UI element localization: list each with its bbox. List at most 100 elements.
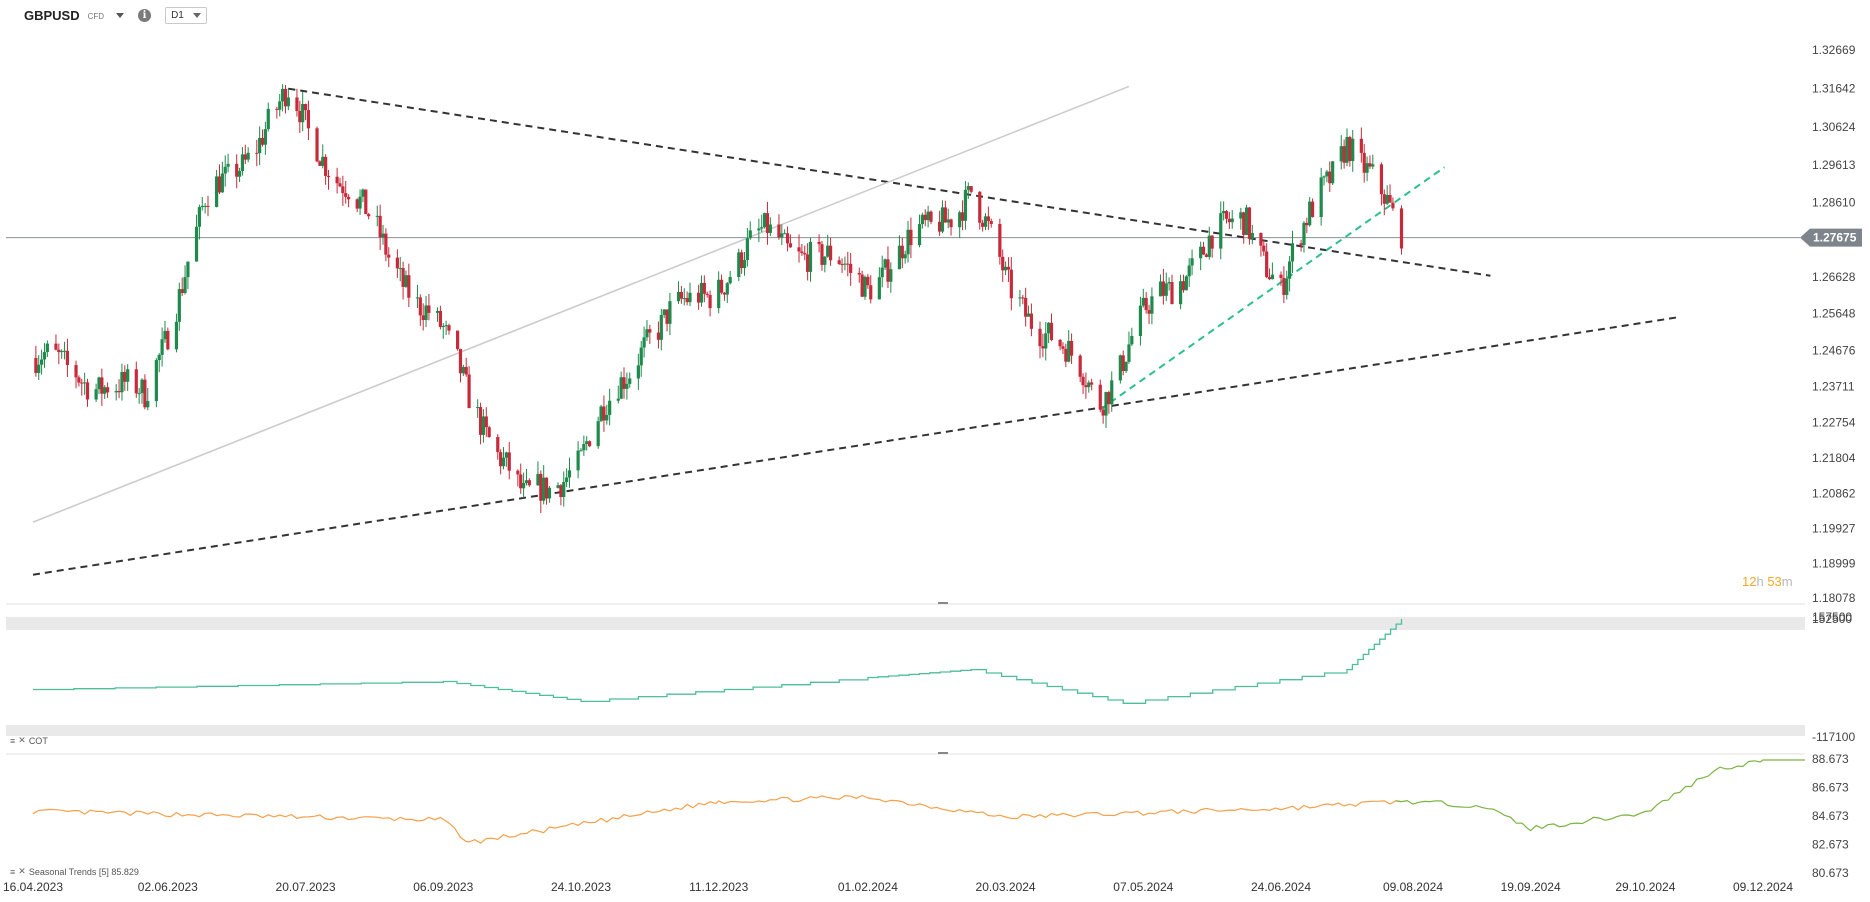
candle: [1098, 379, 1102, 413]
seasonal-axis-label: 88.673: [1812, 752, 1849, 766]
candle: [1322, 175, 1326, 186]
candle: [544, 477, 549, 505]
candle: [263, 121, 267, 155]
candle: [820, 241, 824, 271]
candle: [788, 234, 793, 248]
candle: [496, 434, 500, 460]
candle: [487, 425, 491, 438]
candle: [800, 243, 804, 256]
candle: [963, 181, 968, 230]
candle: [378, 204, 382, 250]
candle: [1359, 127, 1363, 163]
candle: [998, 218, 1002, 265]
candle: [1041, 333, 1045, 358]
candle: [565, 468, 569, 488]
time-axis-label: 16.04.2023: [3, 880, 63, 894]
symbol-dropdown-icon[interactable]: [116, 12, 125, 18]
menu-icon[interactable]: ≡: [10, 735, 16, 746]
trendline[interactable]: [1099, 166, 1446, 411]
time-axis-label: 20.03.2024: [976, 880, 1036, 894]
candle: [1305, 217, 1309, 234]
candle: [295, 88, 299, 117]
candle: [1038, 321, 1042, 359]
candle: [456, 330, 460, 351]
candle: [401, 261, 405, 300]
candle: [1290, 230, 1295, 273]
pane-resize-handle[interactable]: [938, 602, 948, 604]
candle: [742, 252, 747, 276]
candle: [438, 305, 442, 330]
timeframe-select[interactable]: D1: [165, 6, 208, 24]
seasonal-past-line: [32, 794, 1402, 844]
candle: [54, 334, 58, 351]
candle: [662, 308, 666, 319]
candle: [123, 365, 127, 391]
candle: [458, 348, 463, 383]
candle: [281, 84, 285, 112]
trendline[interactable]: [288, 87, 1491, 277]
candle: [1399, 205, 1404, 255]
candle: [45, 340, 49, 358]
candle: [748, 221, 752, 240]
candle: [197, 204, 202, 240]
candle: [857, 267, 861, 283]
candle: [77, 375, 81, 387]
time-axis-label: 06.09.2023: [413, 880, 473, 894]
pane-resize-handle[interactable]: [938, 752, 948, 754]
candle: [215, 169, 219, 208]
candle: [298, 100, 302, 134]
price-axis-label: 1.31642: [1812, 82, 1856, 96]
candle: [355, 198, 359, 213]
candle: [174, 313, 179, 353]
candle: [226, 153, 230, 173]
close-icon[interactable]: ✕: [18, 735, 26, 745]
symbol-name[interactable]: GBPUSD: [24, 7, 80, 23]
candle: [235, 154, 239, 189]
candle: [1391, 197, 1395, 211]
candle: [539, 470, 543, 514]
candle: [777, 214, 781, 240]
candle: [1302, 221, 1306, 253]
candle: [889, 262, 893, 293]
candle: [803, 245, 807, 261]
seasonal-axis: 88.673 86.673 84.673 82.673 80.673: [1812, 752, 1849, 880]
candle: [461, 364, 465, 377]
candle: [94, 383, 98, 403]
candle: [137, 387, 141, 404]
cot-axis-label: -117100: [1812, 730, 1855, 744]
candle: [1090, 378, 1094, 391]
seasonal-pane-label[interactable]: ≡ ✕ Seasonal Trends [5] 85.829: [10, 866, 139, 877]
candle: [1282, 266, 1286, 304]
candle: [157, 353, 161, 373]
price-axis-label: 1.23711: [1812, 379, 1855, 393]
menu-icon[interactable]: ≡: [10, 866, 16, 877]
candle: [860, 270, 864, 298]
trendlines[interactable]: [32, 85, 1678, 576]
candle: [283, 84, 288, 114]
candle: [929, 210, 933, 225]
candle: [817, 234, 821, 253]
candle: [1127, 331, 1131, 364]
candle: [126, 364, 130, 392]
candle: [642, 326, 646, 358]
candle: [499, 449, 503, 475]
info-icon[interactable]: i: [138, 8, 152, 22]
trendline[interactable]: [32, 85, 1130, 523]
candle: [966, 182, 970, 199]
close-icon[interactable]: ✕: [18, 866, 26, 876]
cot-pane-label[interactable]: ≡ ✕ COT: [10, 735, 48, 746]
candle: [1110, 371, 1114, 412]
candle: [114, 384, 118, 401]
candle: [1379, 162, 1384, 206]
candle: [880, 255, 884, 288]
candle: [120, 363, 124, 401]
candle: [1047, 322, 1051, 344]
candle: [407, 263, 411, 308]
candle: [585, 436, 589, 451]
candle: [40, 349, 44, 375]
candle: [542, 465, 546, 505]
trendline[interactable]: [32, 316, 1678, 576]
candle: [183, 265, 187, 295]
